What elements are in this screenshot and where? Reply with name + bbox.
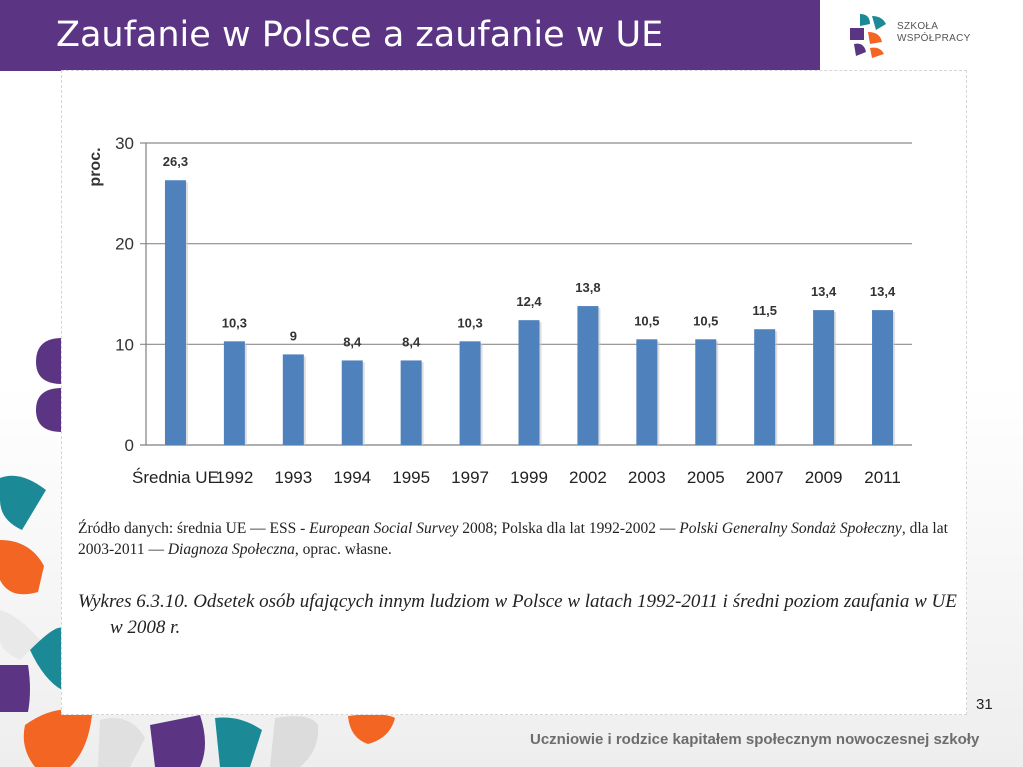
bar bbox=[164, 180, 186, 445]
footer-tagline: Uczniowie i rodzice kapitałem społecznym… bbox=[530, 731, 980, 748]
x-tick-label: 2003 bbox=[628, 468, 666, 487]
x-tick-label: 1993 bbox=[274, 468, 312, 487]
y-tick-label: 30 bbox=[115, 134, 134, 153]
source-text-4: Polski Generalny Sondaż Społeczny bbox=[679, 520, 902, 537]
data-label: 10,3 bbox=[222, 315, 247, 330]
data-label: 10,3 bbox=[457, 315, 482, 330]
data-label: 13,8 bbox=[575, 280, 600, 295]
y-tick-label: 10 bbox=[115, 335, 134, 354]
bar bbox=[223, 341, 245, 445]
logo-line-2: WSPÓŁPRACY bbox=[897, 33, 971, 44]
page-number: 31 bbox=[976, 696, 993, 713]
source-text-7: , oprac. własne. bbox=[294, 541, 392, 558]
x-tick-label: Średnia UE bbox=[132, 468, 219, 487]
logo-mark-icon bbox=[850, 14, 886, 58]
source-note: Źródło danych: średnia UE — ESS - Europe… bbox=[78, 518, 958, 560]
data-label: 8,4 bbox=[343, 334, 362, 349]
source-text-5: , dla lat 2003-2011 — bbox=[78, 520, 948, 558]
bar bbox=[636, 339, 658, 445]
chart-caption: Wykres 6.3.10. Odsetek osób ufających in… bbox=[78, 589, 958, 641]
bar bbox=[754, 329, 776, 445]
x-tick-label: 2011 bbox=[864, 468, 901, 487]
y-tick-label: 0 bbox=[125, 436, 134, 455]
x-tick-label: 1992 bbox=[215, 468, 253, 487]
bar bbox=[459, 341, 481, 445]
data-label: 9 bbox=[290, 328, 297, 343]
y-tick-label: 20 bbox=[115, 235, 134, 254]
data-label: 8,4 bbox=[402, 334, 421, 349]
source-text-6: Diagnoza Społeczna bbox=[167, 541, 295, 558]
header-bar: Zaufanie w Polsce a zaufanie w UE bbox=[0, 0, 820, 71]
logo: SZKOŁA WSPÓŁPRACY bbox=[846, 12, 996, 58]
content-panel: 0 10 20 30 proc. 26,3 Średnia UE 10,3 1992 9 1993 8… bbox=[61, 70, 967, 715]
bar-chart: 0 10 20 30 proc. 26,3 Średnia UE 10,3 1992 9 1993 8… bbox=[87, 134, 912, 487]
data-label: 11,5 bbox=[752, 303, 777, 318]
y-axis-label: proc. bbox=[87, 147, 104, 186]
data-label: 10,5 bbox=[634, 313, 659, 328]
source-text-1: Źródło danych: średnia UE — ESS - bbox=[78, 520, 310, 537]
bar bbox=[577, 306, 599, 445]
bar bbox=[341, 360, 363, 445]
x-tick-label: 2009 bbox=[805, 468, 843, 487]
bar bbox=[282, 354, 304, 445]
x-tick-label: 1999 bbox=[510, 468, 548, 487]
data-label: 26,3 bbox=[163, 154, 188, 169]
bar bbox=[813, 310, 835, 445]
source-text-2: European Social Survey bbox=[309, 520, 459, 537]
bar bbox=[518, 320, 540, 445]
logo-line-1: SZKOŁA bbox=[897, 21, 939, 32]
data-label: 13,4 bbox=[811, 284, 837, 299]
caption-line-1: Wykres 6.3.10. Odsetek osób ufających in… bbox=[78, 591, 957, 612]
x-tick-label: 2002 bbox=[569, 468, 607, 487]
x-tick-label: 2005 bbox=[687, 468, 725, 487]
bar bbox=[400, 360, 422, 445]
bar bbox=[695, 339, 717, 445]
data-label: 12,4 bbox=[516, 294, 542, 309]
x-tick-label: 2007 bbox=[746, 468, 784, 487]
caption-line-2: w 2008 r. bbox=[110, 617, 181, 638]
page-title: Zaufanie w Polsce a zaufanie w UE bbox=[56, 15, 664, 55]
source-text-3: 2008; Polska dla lat 1992-2002 — bbox=[458, 520, 680, 537]
data-label: 13,4 bbox=[870, 284, 896, 299]
x-tick-label: 1994 bbox=[333, 468, 371, 487]
data-label: 10,5 bbox=[693, 313, 718, 328]
bar bbox=[872, 310, 894, 445]
x-tick-label: 1997 bbox=[451, 468, 489, 487]
x-tick-label: 1995 bbox=[392, 468, 430, 487]
